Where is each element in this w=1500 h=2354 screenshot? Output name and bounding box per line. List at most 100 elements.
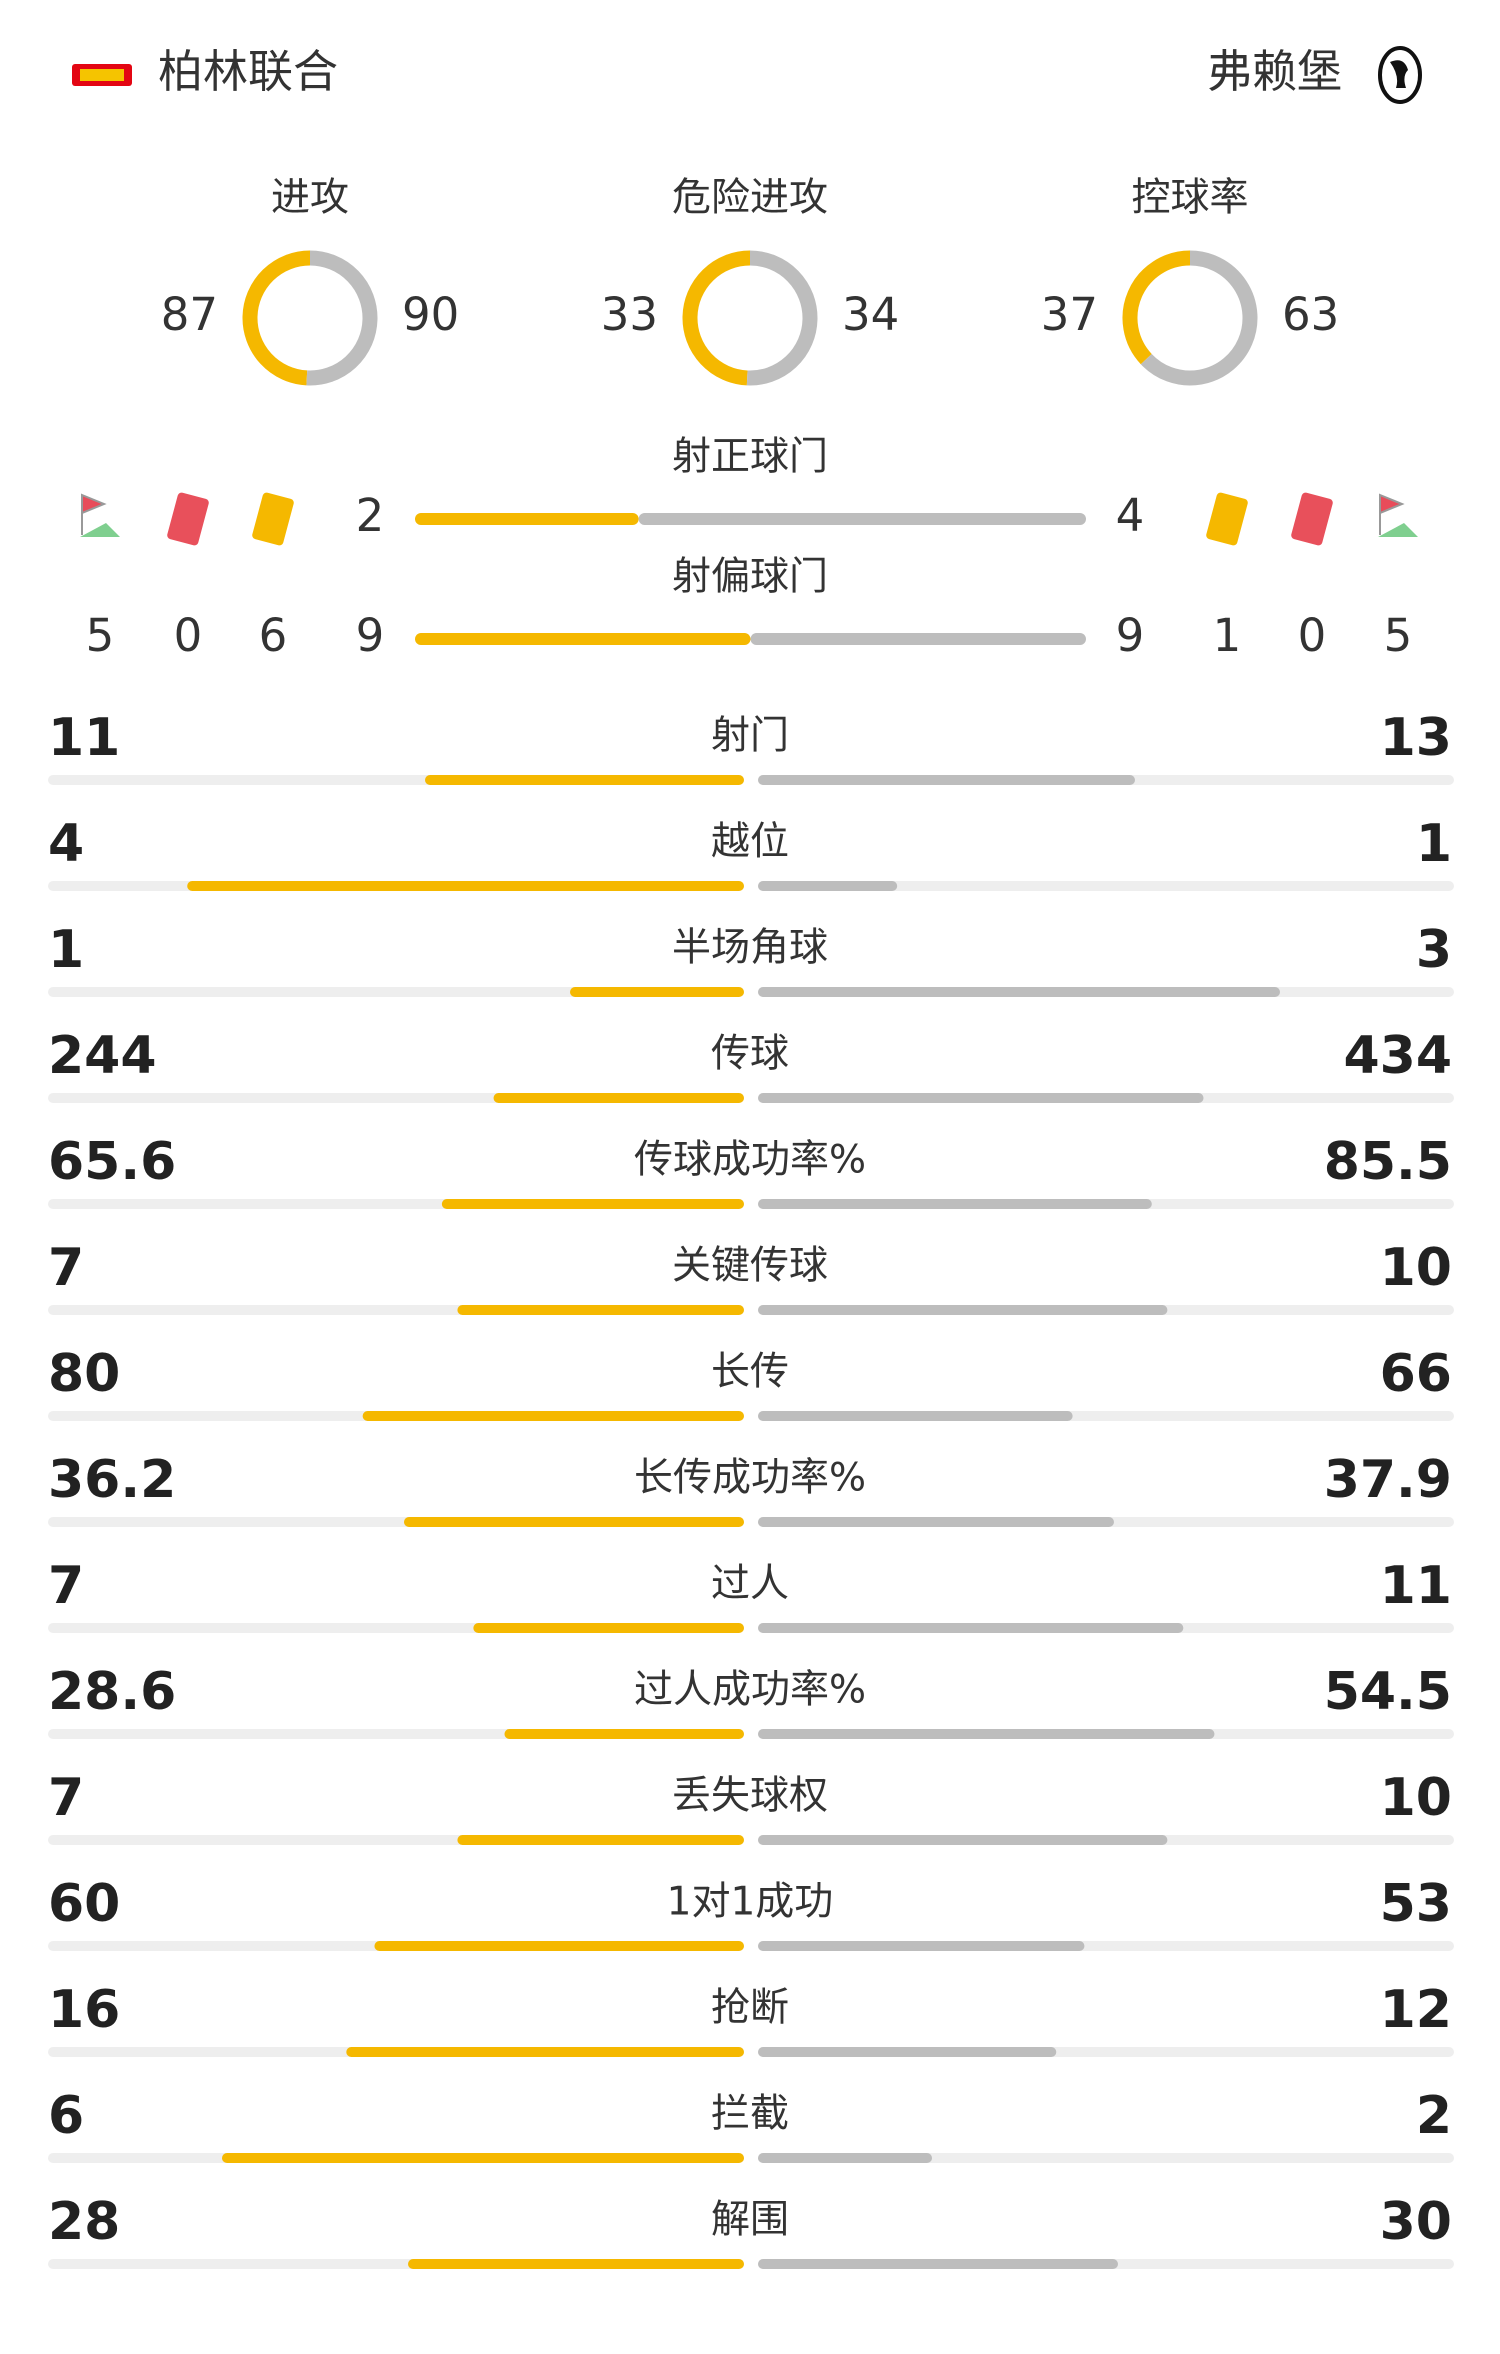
away-bar (758, 1517, 1114, 1527)
card-count: 6 (259, 609, 288, 662)
track (758, 881, 1454, 891)
stat-label: 长传 (711, 1350, 789, 1395)
home-value: 87 (161, 288, 218, 341)
away-bar (758, 1835, 1168, 1845)
away-bar (758, 987, 1280, 997)
home-value: 28.6 (48, 1662, 176, 1722)
red-card (167, 492, 209, 546)
stat-label: 长传成功率% (634, 1456, 866, 1501)
shot-label: 射正球门 (672, 435, 828, 480)
flag (1379, 493, 1405, 535)
home-value: 65.6 (48, 1132, 176, 1192)
yellow-card (1206, 492, 1248, 546)
home-value: 80 (48, 1344, 120, 1404)
home-value: 60 (48, 1874, 120, 1934)
stat-label: 拦截 (711, 2092, 789, 2137)
home-bar (493, 1093, 744, 1103)
away-value: 54.5 (1324, 1662, 1452, 1722)
home-value: 28 (48, 2192, 120, 2252)
home-value: 4 (48, 814, 84, 874)
away-value: 4 (1116, 489, 1145, 542)
stat-label: 越位 (711, 820, 789, 865)
home-logo (72, 64, 132, 86)
home-value: 9 (356, 609, 385, 662)
away-bar (758, 2047, 1057, 2057)
home-bar (346, 2047, 744, 2057)
donut-label: 危险进攻 (672, 176, 828, 221)
away-value: 13 (1380, 708, 1452, 768)
home-value: 11 (48, 708, 120, 768)
away-value: 53 (1380, 1874, 1452, 1934)
home-value: 16 (48, 1980, 120, 2040)
away-team: 弗赖堡 (1207, 45, 1342, 98)
away-bar (758, 1729, 1215, 1739)
stat-label: 解围 (711, 2198, 789, 2243)
donut-away-arc (1140, 250, 1258, 386)
donut-home-arc (242, 250, 311, 386)
away-value: 90 (402, 288, 459, 341)
yellow-card (252, 492, 294, 546)
home-bar (473, 1623, 744, 1633)
home-bar (187, 881, 744, 891)
home-bar (403, 1517, 744, 1527)
home-bar (441, 1199, 744, 1209)
home-bar (222, 2153, 744, 2163)
home-value: 36.2 (48, 1450, 176, 1510)
away-value: 11 (1380, 1556, 1452, 1616)
stat-label: 过人成功率% (634, 1668, 866, 1713)
away-value: 30 (1380, 2192, 1452, 2252)
stat-label: 射门 (711, 714, 789, 759)
donut-away-arc (746, 250, 818, 386)
home-value: 6 (48, 2086, 84, 2146)
away-value: 10 (1380, 1238, 1452, 1298)
stat-label: 丢失球权 (672, 1774, 828, 1819)
away-bar (758, 775, 1135, 785)
donut-away-arc (306, 250, 378, 386)
away-bar (758, 2153, 932, 2163)
home-bar (374, 1941, 744, 1951)
home-bar (457, 1835, 744, 1845)
away-bar (750, 633, 1086, 645)
stat-label: 半场角球 (672, 926, 828, 971)
donut-label: 进攻 (271, 176, 349, 221)
home-bar (457, 1305, 744, 1315)
home-value: 7 (48, 1556, 84, 1616)
away-value: 85.5 (1324, 1132, 1452, 1192)
stat-label: 传球 (711, 1032, 789, 1077)
away-value: 34 (842, 288, 899, 341)
away-bar (758, 1623, 1184, 1633)
away-bar (638, 513, 1086, 525)
stat-label: 过人 (711, 1562, 789, 1607)
card-count: 1 (1213, 609, 1242, 662)
donut-label: 控球率 (1131, 176, 1248, 221)
away-value: 2 (1416, 2086, 1452, 2146)
away-value: 12 (1380, 1980, 1452, 2040)
stat-label: 传球成功率% (634, 1138, 866, 1183)
away-bar (758, 1411, 1073, 1421)
away-bar (758, 881, 898, 891)
card-count: 5 (86, 609, 115, 662)
home-bar (415, 633, 751, 645)
away-value: 3 (1416, 920, 1452, 980)
away-value: 37.9 (1324, 1450, 1452, 1510)
card-count: 0 (174, 609, 203, 662)
away-value: 63 (1282, 288, 1339, 341)
stat-label: 关键传球 (672, 1244, 828, 1289)
home-value: 1 (48, 920, 84, 980)
corner-flag (1378, 493, 1418, 537)
red-card (1291, 492, 1333, 546)
home-bar (504, 1729, 744, 1739)
home-value: 7 (48, 1768, 84, 1828)
away-bar (758, 1199, 1152, 1209)
home-value: 7 (48, 1238, 84, 1298)
home-bar (425, 775, 744, 785)
donut-home-arc (1122, 250, 1191, 365)
away-bar (758, 1305, 1168, 1315)
home-team: 柏林联合 (158, 45, 338, 98)
home-bar (408, 2259, 744, 2269)
away-bar (758, 1941, 1085, 1951)
home-value: 33 (601, 288, 658, 341)
donut-home-arc (682, 250, 751, 386)
home-value: 37 (1041, 288, 1098, 341)
